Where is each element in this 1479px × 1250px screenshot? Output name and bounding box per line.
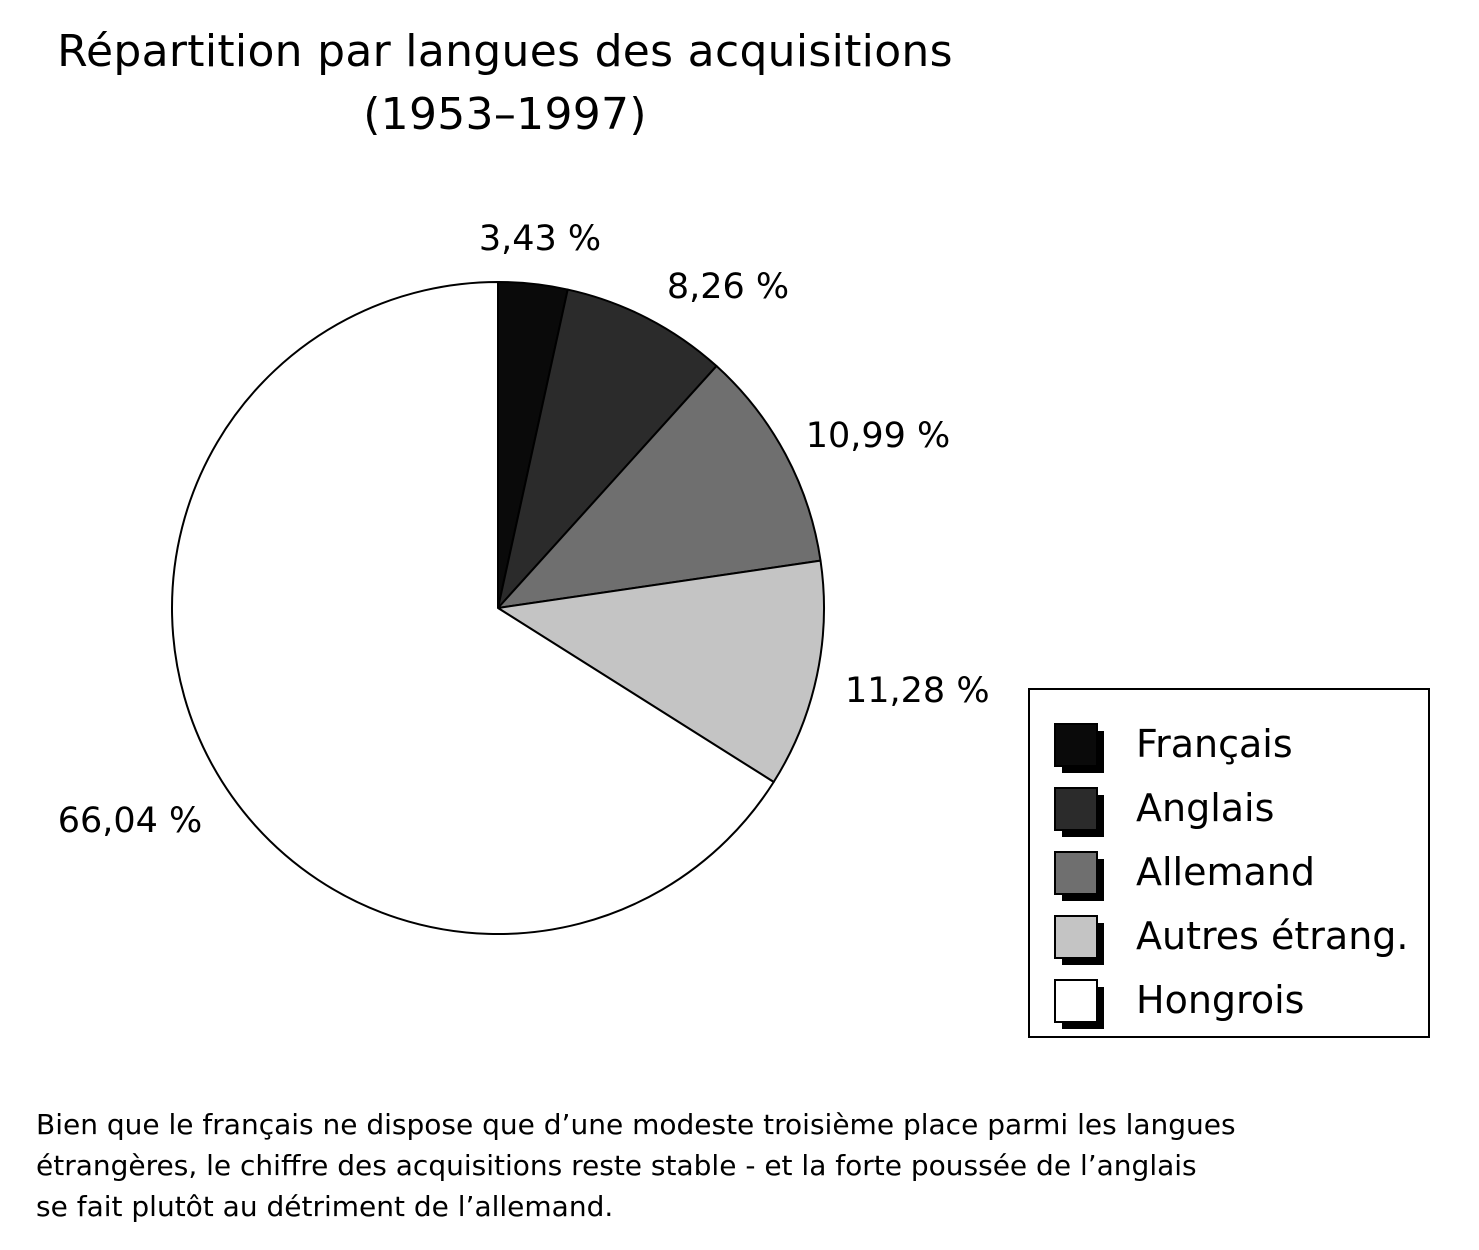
pie-slice-hongrois	[171, 281, 775, 935]
chart-title-line-1: Répartition par langues des acquisitions	[57, 26, 953, 77]
legend-item-francais: Français	[1054, 720, 1414, 776]
legend-label-allemand: Allemand	[1136, 850, 1315, 894]
slice-label-allemand: 10,99 %	[806, 416, 951, 456]
slice-label-autres: 11,28 %	[845, 671, 990, 711]
caption-line-2: étrangères, le chiffre des acquisitions …	[36, 1149, 1197, 1182]
legend-swatch-allemand	[1054, 851, 1106, 903]
slice-label-anglais: 8,26 %	[667, 267, 789, 307]
slice-label-hongrois: 66,04 %	[58, 801, 203, 841]
legend-swatch-hongrois	[1054, 979, 1106, 1031]
legend-swatch-autres	[1054, 915, 1106, 967]
pie-slice-anglais	[497, 288, 718, 609]
legend-swatch-anglais	[1054, 787, 1106, 839]
legend-item-autres: Autres étrang.	[1054, 912, 1414, 968]
caption-line-3: se fait plutôt au détriment de l’alleman…	[36, 1190, 614, 1223]
chart-title-line-2: (1953–1997)	[363, 89, 647, 140]
pie-slice-allemand	[497, 365, 822, 609]
slice-label-francais: 3,43 %	[479, 219, 601, 259]
legend-item-allemand: Allemand	[1054, 848, 1414, 904]
legend: Français Anglais Allemand Autres étrang.…	[1028, 688, 1430, 1038]
legend-swatch-francais	[1054, 723, 1106, 775]
legend-label-anglais: Anglais	[1136, 786, 1275, 830]
legend-label-francais: Français	[1136, 722, 1293, 766]
caption: Bien que le français ne dispose que d’un…	[36, 1104, 1336, 1227]
legend-item-hongrois: Hongrois	[1054, 976, 1414, 1032]
legend-label-autres: Autres étrang.	[1136, 914, 1409, 958]
legend-label-hongrois: Hongrois	[1136, 978, 1305, 1022]
pie-labels: 3,43 % 8,26 % 10,99 % 11,28 % 66,04 %	[58, 219, 990, 841]
caption-line-1: Bien que le français ne dispose que d’un…	[36, 1108, 1236, 1141]
pie-slice-autres	[497, 559, 825, 783]
legend-item-anglais: Anglais	[1054, 784, 1414, 840]
pie-slices	[171, 281, 825, 935]
